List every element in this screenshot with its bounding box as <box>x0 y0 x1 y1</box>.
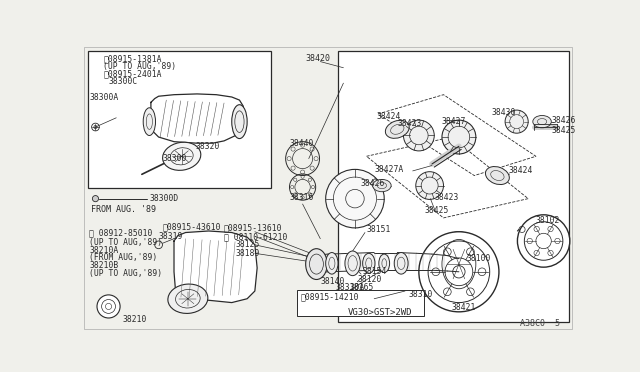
Ellipse shape <box>505 110 528 133</box>
Text: Ⓥ08915-1381A: Ⓥ08915-1381A <box>103 54 162 63</box>
Ellipse shape <box>385 120 409 138</box>
Text: 38427A: 38427A <box>374 165 403 174</box>
Text: 38165: 38165 <box>349 283 374 292</box>
Polygon shape <box>151 94 243 143</box>
Text: 38425: 38425 <box>551 126 575 135</box>
Text: 38426: 38426 <box>360 179 385 188</box>
Text: 38319: 38319 <box>159 232 183 241</box>
Text: 38300D: 38300D <box>149 194 179 203</box>
Text: 38310A: 38310A <box>336 283 365 292</box>
Ellipse shape <box>419 232 499 312</box>
Ellipse shape <box>345 251 360 276</box>
Text: (FROM AUG,'89): (FROM AUG,'89) <box>90 253 157 262</box>
Text: 38316: 38316 <box>289 193 314 202</box>
Ellipse shape <box>416 172 444 199</box>
Ellipse shape <box>168 284 208 314</box>
Text: 38425: 38425 <box>424 206 449 215</box>
Text: 38300C: 38300C <box>109 77 138 86</box>
Ellipse shape <box>403 120 435 151</box>
Text: 38102: 38102 <box>536 216 560 225</box>
Bar <box>297 289 424 317</box>
Text: 38300: 38300 <box>163 154 187 163</box>
Ellipse shape <box>92 196 99 202</box>
Text: 38427: 38427 <box>442 117 467 126</box>
Text: 38420: 38420 <box>305 54 330 63</box>
Text: Ⓥ08915-13610: Ⓥ08915-13610 <box>224 224 282 232</box>
Ellipse shape <box>486 167 509 185</box>
Text: (UP TO AUG,'89): (UP TO AUG,'89) <box>90 269 163 278</box>
Ellipse shape <box>306 249 327 279</box>
Ellipse shape <box>97 295 120 318</box>
Text: (UP TO AUG,'89): (UP TO AUG,'89) <box>103 62 176 71</box>
Text: (UP TO AUG,'89): (UP TO AUG,'89) <box>90 238 163 247</box>
Text: 38154: 38154 <box>363 267 387 276</box>
Text: 38320: 38320 <box>196 142 220 151</box>
Ellipse shape <box>326 253 338 274</box>
Text: Ⓥ08915-14210: Ⓥ08915-14210 <box>301 293 360 302</box>
Text: 38210B: 38210B <box>90 261 118 270</box>
Text: 38424: 38424 <box>509 166 533 174</box>
Ellipse shape <box>379 254 390 273</box>
Bar <box>338 51 569 322</box>
Text: 38440: 38440 <box>289 139 314 148</box>
Text: 38430: 38430 <box>492 108 516 117</box>
Text: 38210: 38210 <box>122 315 147 324</box>
Ellipse shape <box>517 215 570 267</box>
Text: 38100: 38100 <box>467 254 491 263</box>
Text: Ⓥ08915-43610: Ⓥ08915-43610 <box>163 222 221 232</box>
Text: 38189: 38189 <box>236 249 260 258</box>
Text: 38300A: 38300A <box>90 93 118 102</box>
Ellipse shape <box>326 169 384 228</box>
Text: A38C0  5: A38C0 5 <box>520 319 561 328</box>
Text: Ⓝ 08912-85010: Ⓝ 08912-85010 <box>90 229 153 238</box>
Ellipse shape <box>143 108 156 135</box>
Ellipse shape <box>394 253 408 274</box>
Ellipse shape <box>163 142 201 170</box>
Text: FROM AUG. '89: FROM AUG. '89 <box>91 205 156 214</box>
Text: 38421: 38421 <box>451 304 476 312</box>
Text: 38423: 38423 <box>397 119 422 128</box>
Bar <box>88 51 271 188</box>
Ellipse shape <box>372 179 391 192</box>
Text: 38210A: 38210A <box>90 246 118 255</box>
Ellipse shape <box>442 120 476 154</box>
Text: 38423: 38423 <box>435 193 459 202</box>
Ellipse shape <box>436 232 482 296</box>
Text: Ⓥ08915-2401A: Ⓥ08915-2401A <box>103 70 162 78</box>
Text: VG30>GST>2WD: VG30>GST>2WD <box>348 308 412 317</box>
Text: 38310: 38310 <box>409 291 433 299</box>
Text: 38426: 38426 <box>551 116 575 125</box>
Text: Ⓑ 08110-61210: Ⓑ 08110-61210 <box>224 232 287 241</box>
Ellipse shape <box>232 105 247 139</box>
Text: 38120: 38120 <box>357 275 381 284</box>
Text: 38151: 38151 <box>367 225 391 234</box>
Ellipse shape <box>533 115 551 128</box>
Text: 38140: 38140 <box>320 277 345 286</box>
Text: 38125: 38125 <box>236 240 260 249</box>
Ellipse shape <box>363 253 375 273</box>
Polygon shape <box>174 231 257 302</box>
Text: 38424: 38424 <box>376 112 401 121</box>
